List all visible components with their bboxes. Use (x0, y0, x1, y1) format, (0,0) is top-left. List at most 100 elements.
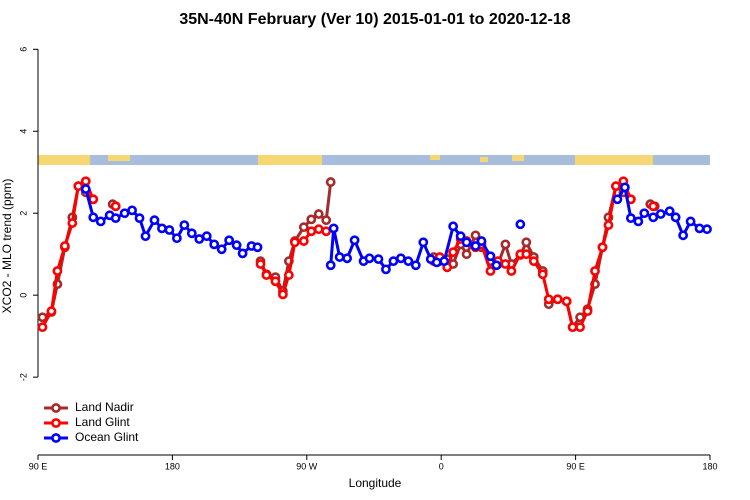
legend-item: Ocean Glint (44, 430, 139, 444)
point (171, 233, 182, 244)
point (506, 266, 517, 276)
land-band (108, 155, 130, 161)
point (289, 237, 300, 248)
point (209, 239, 220, 250)
point (612, 194, 623, 205)
point (455, 231, 466, 242)
ocean-band (38, 155, 710, 165)
point (567, 322, 578, 333)
point (528, 256, 539, 267)
y-tick-label: 2 (18, 211, 28, 216)
point (298, 236, 309, 246)
point (325, 260, 336, 271)
point (216, 244, 227, 255)
legend-item: Land Nadir (44, 400, 134, 414)
point (485, 266, 496, 276)
point (321, 215, 332, 226)
point (702, 224, 712, 235)
legend-label: Land Glint (75, 415, 130, 429)
point (328, 223, 339, 234)
point (403, 256, 414, 267)
land-band (258, 155, 322, 165)
point (321, 226, 332, 237)
point (313, 224, 324, 235)
point (448, 221, 459, 232)
point (224, 235, 235, 246)
point (648, 212, 659, 223)
point (37, 312, 48, 323)
point (485, 251, 496, 262)
point (67, 218, 78, 228)
y-axis-label: XCO2 - MLO trend (ppm) (0, 179, 14, 314)
point (231, 240, 242, 251)
point (306, 226, 317, 237)
point (500, 239, 511, 250)
legend-marker (51, 418, 61, 428)
point (306, 214, 317, 225)
point (410, 260, 421, 271)
point (381, 264, 391, 275)
point (237, 248, 248, 259)
point (575, 322, 585, 333)
legend-marker (51, 433, 61, 443)
land-band (480, 157, 488, 162)
chart-title: 35N-40N February (Ver 10) 2015-01-01 to … (179, 11, 570, 28)
point (140, 231, 151, 242)
point (88, 194, 99, 205)
y-tick-label: 4 (18, 129, 28, 134)
point (194, 234, 205, 244)
point (470, 241, 481, 251)
point (448, 247, 459, 258)
point (110, 213, 121, 224)
point (625, 213, 636, 224)
point (500, 259, 511, 269)
point (611, 181, 621, 192)
point (694, 223, 705, 234)
point (164, 225, 175, 235)
point (639, 208, 650, 219)
point (149, 215, 160, 226)
point (252, 242, 263, 253)
x-tick-label: 90 W (296, 461, 318, 471)
point (313, 209, 324, 219)
y-tick-label: 6 (18, 47, 28, 52)
point (603, 220, 614, 230)
point (597, 242, 608, 253)
point (388, 256, 399, 267)
point (52, 266, 63, 276)
point (491, 260, 502, 271)
x-tick-label: 180 (165, 461, 180, 471)
point (179, 220, 190, 230)
x-tick-label: 90 E (566, 461, 585, 471)
point (134, 213, 145, 224)
point (186, 228, 197, 239)
x-tick-label: 180 (702, 461, 717, 471)
point (648, 201, 659, 212)
point (59, 241, 70, 251)
point (655, 209, 666, 219)
point (664, 206, 675, 217)
point (633, 216, 644, 227)
legend-label: Land Nadir (75, 400, 134, 414)
point (261, 270, 272, 280)
point (552, 294, 563, 305)
point (431, 257, 442, 268)
point (543, 294, 554, 305)
point (283, 270, 294, 280)
y-tick-label: -2 (18, 373, 28, 381)
legend-marker (51, 403, 61, 413)
point (270, 276, 281, 287)
legend-item: Land Glint (44, 415, 130, 429)
point (582, 306, 593, 317)
point (476, 236, 487, 246)
point (590, 266, 600, 276)
land-band (512, 155, 524, 161)
point (373, 254, 384, 265)
point (119, 208, 130, 219)
point (685, 216, 696, 227)
point (561, 296, 572, 307)
map-strip (38, 155, 710, 165)
point (110, 201, 121, 212)
point (418, 237, 429, 248)
